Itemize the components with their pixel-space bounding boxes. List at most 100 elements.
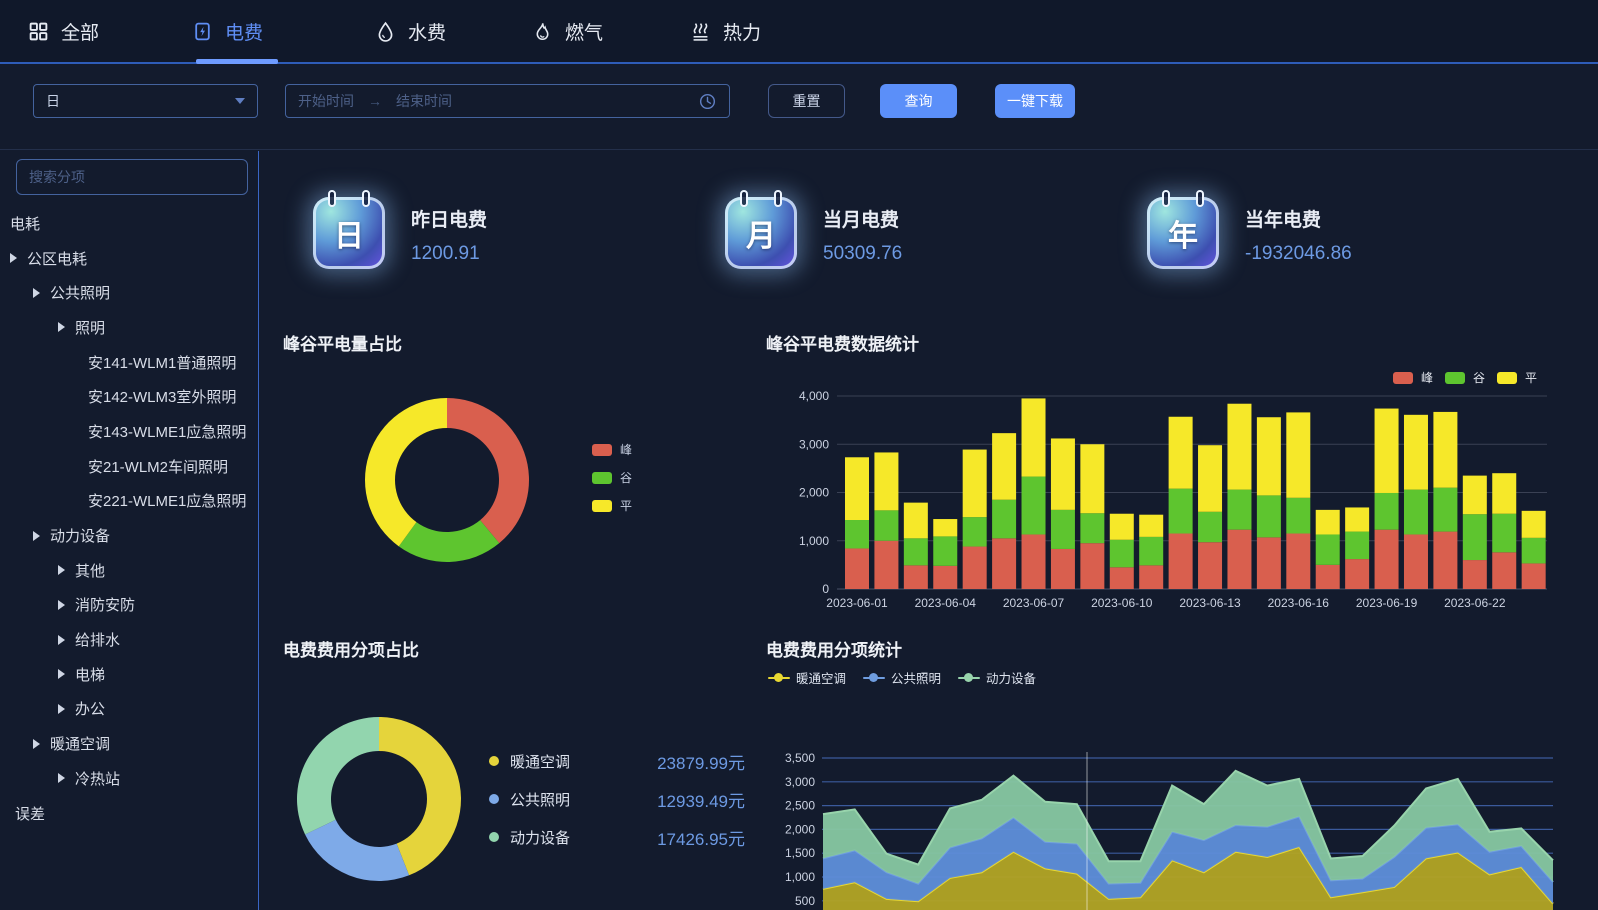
tree-item[interactable]: 暖通空调 [0,726,258,761]
tree-item[interactable]: 安143-WLME1应急照明 [0,414,258,449]
bar-segment-峰[interactable] [1139,565,1164,589]
expand-caret-icon[interactable] [58,669,65,680]
legend-item[interactable]: 动力设备 17426.95元 [489,825,745,849]
tab-heat[interactable]: 热力 [690,0,761,62]
bar-segment-平[interactable] [1374,408,1399,493]
bar-segment-谷[interactable] [845,520,869,549]
bar-segment-谷[interactable] [1168,488,1193,534]
tree-item[interactable]: 电耗 [0,206,258,241]
area-series-公共照明[interactable] [823,816,1553,904]
bar-segment-谷[interactable] [1433,487,1458,532]
bar-segment-平[interactable] [1198,445,1223,512]
tab-gas[interactable]: 燃气 [532,0,603,62]
bar-segment-平[interactable] [992,433,1017,500]
expand-caret-icon[interactable] [58,599,65,610]
bar-segment-平[interactable] [1433,411,1458,488]
expand-caret-icon[interactable] [33,530,40,541]
tree-item[interactable]: 误差 [0,796,258,831]
bar-segment-平[interactable] [874,452,899,511]
reset-button[interactable]: 重置 [768,84,845,118]
bar-segment-平[interactable] [1521,510,1546,538]
bar-segment-平[interactable] [1227,403,1252,490]
tree-item[interactable]: 冷热站 [0,761,258,796]
search-input[interactable] [16,159,248,195]
tree-item[interactable]: 消防安防 [0,588,258,623]
bar-segment-平[interactable] [1139,514,1164,537]
peak-valley-energy-donut-chart[interactable] [364,397,530,563]
legend-item[interactable]: 暖通空调 [768,668,846,687]
bar-segment-谷[interactable] [1286,497,1311,534]
bar-segment-峰[interactable] [1433,531,1458,589]
donut-segment-动力设备[interactable] [297,717,379,835]
tree-item[interactable]: 安142-WLM3室外照明 [0,379,258,414]
bar-segment-平[interactable] [1492,473,1517,514]
bar-segment-峰[interactable] [1374,529,1399,589]
expand-caret-icon[interactable] [33,287,40,298]
bar-segment-峰[interactable] [1168,533,1193,589]
bar-segment-平[interactable] [903,502,928,539]
bar-segment-平[interactable] [1080,444,1105,514]
expand-caret-icon[interactable] [10,253,17,264]
cost-breakdown-area-chart[interactable]: 500 1,000 1,500 2,000 2,500 3,000 3,500 [770,660,1598,910]
bar-segment-谷[interactable] [1462,514,1487,561]
bar-segment-峰[interactable] [1492,552,1517,589]
bar-segment-峰[interactable] [1315,564,1340,589]
bar-segment-谷[interactable] [933,536,958,566]
legend-item[interactable]: 暖通空调 23879.99元 [489,749,745,773]
bar-segment-平[interactable] [1403,414,1428,490]
granularity-select[interactable]: 日 [33,84,258,118]
bar-segment-谷[interactable] [1050,509,1075,549]
donut-segment-平[interactable] [365,398,447,547]
peak-valley-cost-bar-chart[interactable]: 0 1,000 2,000 3,000 4,000 2023-06-01 2023-06-0… [790,386,1560,618]
bar-segment-平[interactable] [1168,416,1193,489]
bar-segment-谷[interactable] [1315,534,1340,565]
bar-segment-峰[interactable] [1050,548,1075,589]
bar-segment-谷[interactable] [1403,489,1428,535]
area-series-动力设备[interactable] [823,770,1553,884]
legend-item[interactable]: 峰 [592,441,632,458]
donut-segment-峰[interactable] [447,398,529,544]
bar-segment-峰[interactable] [1109,567,1134,589]
donut-segment-谷[interactable] [398,520,500,562]
bar-segment-峰[interactable] [1403,534,1428,589]
bar-segment-谷[interactable] [1256,495,1281,538]
tree-item[interactable]: 安221-WLME1应急照明 [0,484,258,519]
expand-caret-icon[interactable] [33,738,40,749]
bar-segment-平[interactable] [1021,398,1046,477]
bar-segment-平[interactable] [1345,507,1370,532]
donut-segment-暖通空调[interactable] [379,717,461,876]
bar-segment-峰[interactable] [1462,560,1487,589]
legend-item[interactable]: 峰 [1393,369,1433,386]
bar-segment-平[interactable] [1462,475,1487,515]
legend-item[interactable]: 公共照明 [863,668,941,687]
bar-segment-平[interactable] [1315,509,1340,535]
tree-item[interactable]: 办公 [0,692,258,727]
bar-segment-谷[interactable] [962,517,987,547]
legend-item[interactable]: 平 [592,497,632,514]
bar-segment-平[interactable] [1050,438,1075,510]
bar-segment-峰[interactable] [1227,529,1252,589]
bar-segment-峰[interactable] [845,548,869,589]
query-button[interactable]: 查询 [880,84,957,118]
area-series-暖通空调[interactable] [823,847,1553,910]
expand-caret-icon[interactable] [58,634,65,645]
bar-segment-平[interactable] [1286,412,1311,498]
legend-item[interactable]: 谷 [1445,369,1485,386]
tab-water[interactable]: 水费 [375,0,446,62]
tab-all[interactable]: 全部 [28,0,99,62]
tree-item[interactable]: 给排水 [0,622,258,657]
bar-segment-峰[interactable] [1198,542,1223,589]
bar-segment-峰[interactable] [1021,534,1046,589]
bar-segment-平[interactable] [1109,513,1134,540]
download-button[interactable]: 一键下载 [995,84,1075,118]
bar-segment-峰[interactable] [992,538,1017,589]
bar-segment-谷[interactable] [1492,513,1517,553]
bar-segment-谷[interactable] [992,499,1017,539]
bar-segment-谷[interactable] [1109,539,1134,568]
bar-segment-峰[interactable] [1286,533,1311,589]
bar-segment-峰[interactable] [1080,543,1105,589]
tree-item[interactable]: 安141-WLM1普通照明 [0,345,258,380]
tree-item[interactable]: 其他 [0,553,258,588]
cost-breakdown-donut-chart[interactable] [296,716,462,882]
bar-segment-谷[interactable] [1021,476,1046,535]
